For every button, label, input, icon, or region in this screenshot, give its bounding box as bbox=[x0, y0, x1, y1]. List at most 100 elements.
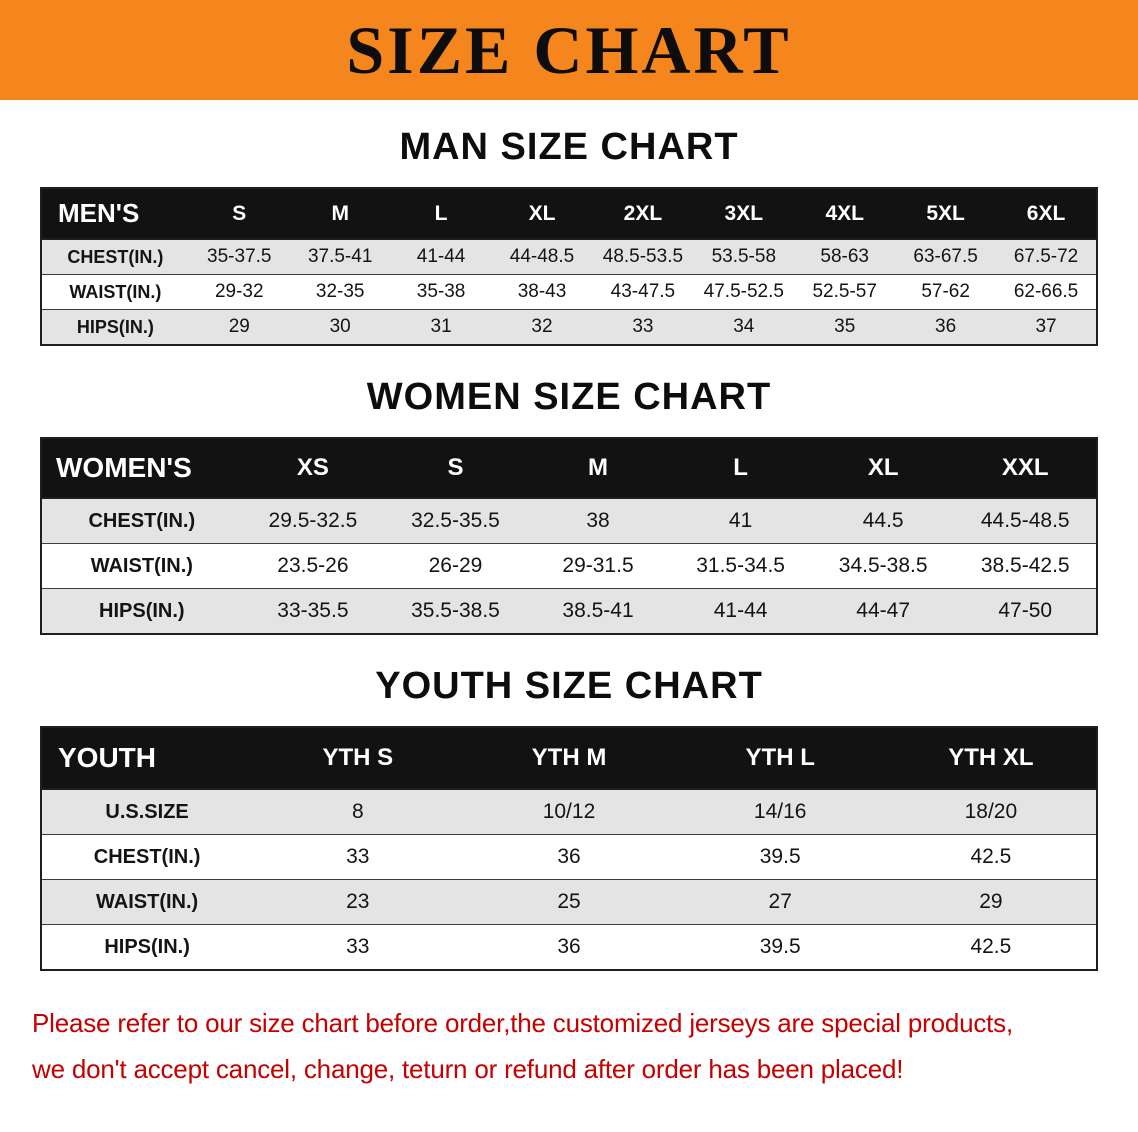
womens-size-value-cell: 35.5-38.5 bbox=[411, 599, 500, 622]
youth-size-value-cell: 39.5 bbox=[759, 935, 801, 958]
youth-size-value-cell: 8 bbox=[252, 789, 464, 835]
womens-section-heading: WOMEN SIZE CHART bbox=[366, 376, 772, 418]
youth-size-header-cell: YTH XL bbox=[885, 727, 1097, 790]
mens-row-label-cell: HIPS(IN.) bbox=[76, 316, 154, 337]
mens-size-value-cell: 29 bbox=[228, 316, 250, 337]
order-policy-line-2: we don't accept cancel, change, teturn o… bbox=[32, 1053, 904, 1084]
womens-size-header-cell: L bbox=[669, 438, 812, 499]
mens-size-value-cell: 35-38 bbox=[390, 274, 492, 310]
womens-table-container: WOMEN'S XS S M L XL XXL CHEST(IN.) 29.5-32.5 32.5… bbox=[40, 437, 1098, 635]
womens-size-header-cell: S bbox=[384, 438, 527, 499]
mens-size-header-cell: XL bbox=[491, 188, 593, 240]
mens-table-title-cell: MEN'S bbox=[41, 188, 189, 240]
mens-size-value-cell: 67.5-72 bbox=[996, 239, 1097, 275]
youth-table-title-cell: YOUTH bbox=[41, 727, 253, 790]
youth-size-value-cell: 14/16 bbox=[674, 789, 886, 835]
mens-size-value-cell: 29-32 bbox=[188, 274, 290, 310]
womens-size-value-cell: 41-44 bbox=[713, 599, 768, 622]
mens-size-value-cell: 57-62 bbox=[895, 274, 997, 310]
mens-size-header-cell: L bbox=[390, 188, 492, 240]
womens-table-row: HIPS(IN.) 33-35.5 35.5-38.5 38.5-41 41-44 44-… bbox=[41, 588, 1097, 634]
mens-size-value-cell: 37 bbox=[1035, 316, 1057, 337]
womens-size-value-cell: 44-47 bbox=[856, 599, 911, 622]
youth-size-value-cell: 27 bbox=[674, 879, 886, 925]
youth-row-label-cell: HIPS(IN.) bbox=[104, 935, 190, 958]
womens-size-header-cell: XS bbox=[241, 438, 385, 499]
mens-size-value-cell: 53.5-58 bbox=[693, 239, 795, 275]
womens-size-value-cell: 29-31.5 bbox=[526, 543, 670, 589]
mens-size-header-cell: 4XL bbox=[794, 188, 896, 240]
mens-table-row: WAIST(IN.) 29-32 32-35 35-38 38-43 43-47.5 47.… bbox=[41, 274, 1097, 310]
youth-table-row: CHEST(IN.) 33 36 39.5 42.5 bbox=[41, 834, 1097, 880]
womens-size-value-cell: 32.5-35.5 bbox=[384, 498, 527, 544]
mens-section-heading: MAN SIZE CHART bbox=[399, 126, 739, 168]
womens-size-value-cell: 26-29 bbox=[384, 543, 527, 589]
youth-size-value-cell: 33 bbox=[252, 834, 464, 880]
youth-size-value-cell: 42.5 bbox=[885, 834, 1097, 880]
mens-size-value-cell: 34 bbox=[733, 316, 755, 337]
womens-size-value-cell: 44.5 bbox=[811, 498, 955, 544]
womens-size-value-cell: 41 bbox=[669, 498, 812, 544]
youth-table-row: WAIST(IN.) 23 25 27 29 bbox=[41, 879, 1097, 925]
mens-table-row: CHEST(IN.) 35-37.5 37.5-41 41-44 44-48.5 48.5… bbox=[41, 239, 1097, 275]
youth-size-header-cell: YTH S bbox=[252, 727, 464, 790]
womens-table-row: WAIST(IN.) 23.5-26 26-29 29-31.5 31.5-34.5 34… bbox=[41, 543, 1097, 589]
order-policy-notice: Please refer to our size chart before or… bbox=[32, 1001, 1106, 1092]
order-policy-line-1: Please refer to our size chart before or… bbox=[32, 1008, 1014, 1038]
womens-size-value-cell: 38.5-42.5 bbox=[954, 543, 1097, 589]
youth-row-label-cell: WAIST(IN.) bbox=[41, 879, 253, 925]
mens-size-value-cell: 48.5-53.5 bbox=[592, 239, 694, 275]
youth-size-header-cell: YTH L bbox=[674, 727, 886, 790]
youth-size-value-cell: 36 bbox=[463, 834, 675, 880]
mens-size-section: MAN SIZE CHART MEN'S S M L XL 2XL 3XL 4XL 5XL 6XL… bbox=[0, 126, 1138, 346]
mens-size-value-cell: 58-63 bbox=[794, 239, 896, 275]
mens-size-value-cell: 41-44 bbox=[390, 239, 492, 275]
youth-size-value-cell: 25 bbox=[463, 879, 675, 925]
mens-row-label-cell: WAIST(IN.) bbox=[41, 274, 189, 310]
womens-size-value-cell: 38 bbox=[526, 498, 670, 544]
womens-row-label-cell: HIPS(IN.) bbox=[99, 599, 185, 622]
banner-title: SIZE CHART bbox=[346, 11, 792, 88]
mens-size-header-cell: 6XL bbox=[996, 188, 1097, 240]
womens-row-label-cell: CHEST(IN.) bbox=[41, 498, 242, 544]
youth-size-value-cell: 36 bbox=[557, 935, 581, 958]
womens-size-header-cell: M bbox=[526, 438, 670, 499]
mens-size-value-cell: 38-43 bbox=[491, 274, 593, 310]
womens-size-value-cell: 29.5-32.5 bbox=[241, 498, 385, 544]
womens-table-header-row: WOMEN'S XS S M L XL XXL bbox=[41, 438, 1097, 499]
mens-size-value-cell: 35-37.5 bbox=[188, 239, 290, 275]
mens-table-header-row: MEN'S S M L XL 2XL 3XL 4XL 5XL 6XL bbox=[41, 188, 1097, 240]
youth-size-value-cell: 42.5 bbox=[970, 935, 1012, 958]
womens-size-value-cell: 33-35.5 bbox=[277, 599, 349, 622]
youth-size-section: YOUTH SIZE CHART YOUTH YTH S YTH M YTH L YTH… bbox=[0, 665, 1138, 971]
youth-table-row: HIPS(IN.) 33 36 39.5 42.5 bbox=[41, 924, 1097, 970]
mens-size-value-cell: 47.5-52.5 bbox=[693, 274, 795, 310]
youth-size-value-cell: 39.5 bbox=[674, 834, 886, 880]
mens-size-value-cell: 33 bbox=[632, 316, 654, 337]
youth-size-table: YOUTH YTH S YTH M YTH L YTH XL U.S.SIZE 8 10/12… bbox=[40, 726, 1098, 971]
youth-table-header-row: YOUTH YTH S YTH M YTH L YTH XL bbox=[41, 727, 1097, 790]
mens-size-header-cell: S bbox=[188, 188, 290, 240]
womens-size-value-cell: 38.5-41 bbox=[562, 599, 634, 622]
size-chart-banner: SIZE CHART bbox=[0, 0, 1138, 100]
mens-size-value-cell: 32-35 bbox=[289, 274, 391, 310]
mens-size-value-cell: 32 bbox=[531, 316, 553, 337]
youth-section-heading: YOUTH SIZE CHART bbox=[375, 665, 763, 707]
mens-size-value-cell: 37.5-41 bbox=[289, 239, 391, 275]
womens-table-title-cell: WOMEN'S bbox=[41, 438, 242, 499]
womens-size-value-cell: 47-50 bbox=[998, 599, 1053, 622]
youth-size-header-cell: YTH M bbox=[463, 727, 675, 790]
mens-size-value-cell: 43-47.5 bbox=[592, 274, 694, 310]
womens-size-value-cell: 34.5-38.5 bbox=[811, 543, 955, 589]
youth-size-value-cell: 23 bbox=[252, 879, 464, 925]
womens-size-header-cell: XL bbox=[811, 438, 955, 499]
mens-size-header-cell: 3XL bbox=[693, 188, 795, 240]
youth-row-label-cell: U.S.SIZE bbox=[41, 789, 253, 835]
womens-size-section: WOMEN SIZE CHART WOMEN'S XS S M L XL XXL CHEST(… bbox=[0, 376, 1138, 635]
mens-size-value-cell: 35 bbox=[834, 316, 856, 337]
womens-size-value-cell: 23.5-26 bbox=[241, 543, 385, 589]
mens-size-header-cell: M bbox=[289, 188, 391, 240]
youth-table-row: U.S.SIZE 8 10/12 14/16 18/20 bbox=[41, 789, 1097, 835]
mens-table-row: HIPS(IN.) 29 30 31 32 33 34 35 36 37 bbox=[41, 309, 1097, 345]
